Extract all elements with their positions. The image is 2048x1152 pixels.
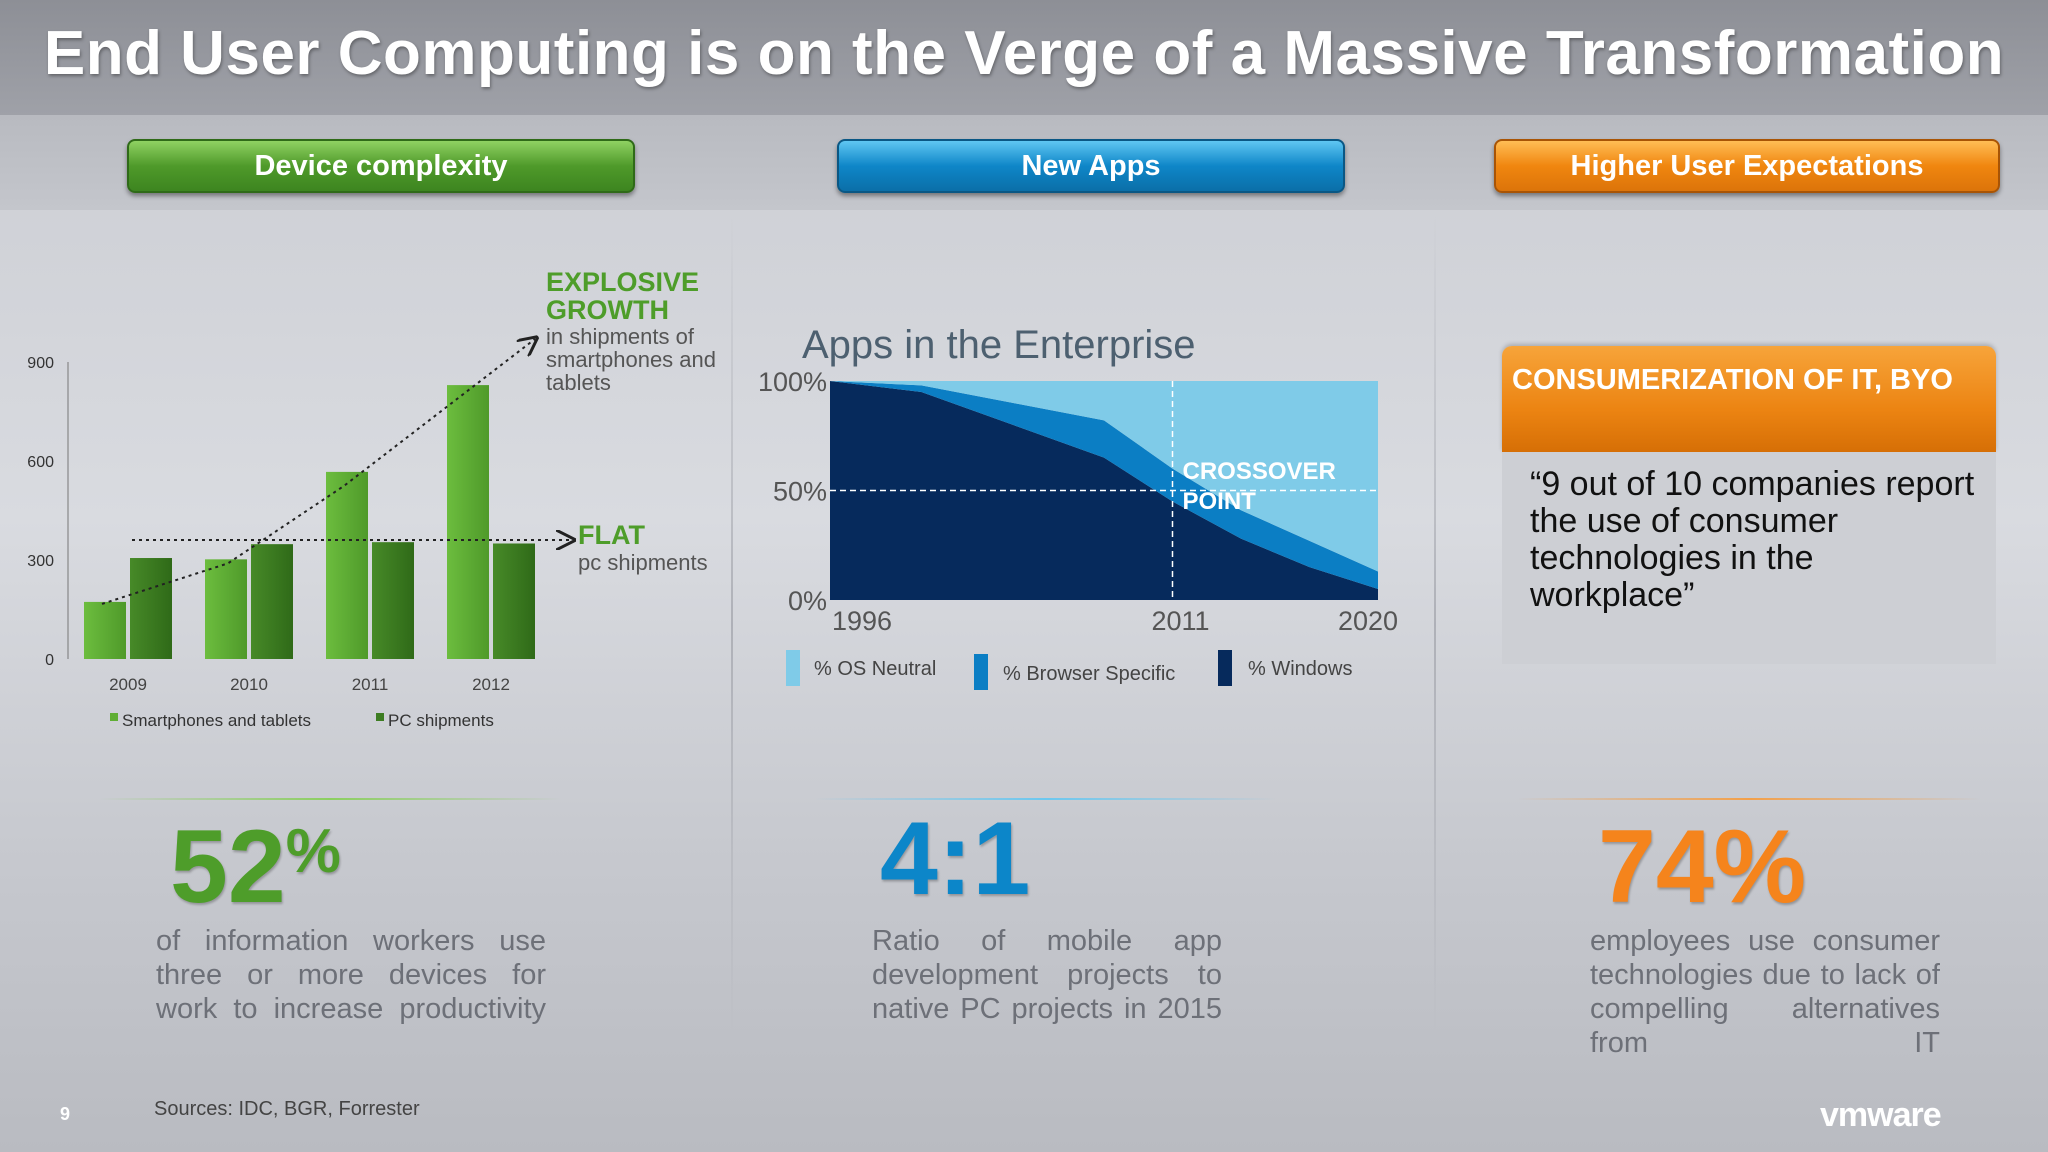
legend-label: % Browser Specific <box>1003 663 1175 685</box>
area-browser-specific <box>830 381 1378 590</box>
quote-header: CONSUMERIZATION OF IT, BYO <box>1502 346 1996 452</box>
sources-footnote: Sources: IDC, BGR, Forrester <box>154 1098 420 1120</box>
x-tick-label: 2009 <box>109 675 147 694</box>
area-os-neutral <box>830 381 1378 572</box>
legend-swatch <box>1218 650 1232 686</box>
y-tick-label: 50% <box>773 477 827 507</box>
new-apps-pill: New Apps <box>837 139 1345 193</box>
legend-label-smartphones: Smartphones and tablets <box>122 711 311 730</box>
legend-swatch <box>974 654 988 690</box>
y-tick-label: 300 <box>27 553 54 570</box>
device-stat: 52% <box>170 808 341 927</box>
column-divider <box>731 215 733 1035</box>
pc-bar <box>372 542 414 659</box>
pc-bar <box>130 558 172 659</box>
explosive-growth-heading-line2: GROWTH <box>546 295 669 325</box>
y-tick-label: 900 <box>27 355 54 372</box>
column-divider <box>1434 215 1436 1035</box>
quote-text: “9 out of 10 companies report the use of… <box>1530 465 1975 614</box>
user-stat-text: employees use consumer technologies due … <box>1590 925 1940 1059</box>
slide-title: End User Computing is on the Verge of a … <box>43 19 2005 88</box>
smartphone-bar <box>447 385 489 659</box>
apps-stat-value: 4:1 <box>880 801 1031 917</box>
orange-rule <box>1518 798 1980 800</box>
vmware-logo: vmware <box>1820 1096 1942 1134</box>
growth-trend-arrow <box>101 339 535 605</box>
crossover-label-line2: POINT <box>1183 488 1257 515</box>
legend-swatch-smartphones <box>110 713 118 721</box>
quote-box: “9 out of 10 companies report the use of… <box>1502 452 1996 664</box>
device-stat-text: of information workers use three or more… <box>156 925 546 1025</box>
smartphone-bar <box>84 601 126 659</box>
explosive-growth-text: smartphones and <box>546 347 716 372</box>
legend-swatch-pc <box>376 713 384 721</box>
x-tick-label: 2011 <box>1151 606 1209 636</box>
page-number: 9 <box>60 1104 71 1124</box>
x-tick-label: 2012 <box>472 675 510 694</box>
flat-heading: FLAT <box>578 520 645 550</box>
device-stat-value: 52 <box>170 809 286 925</box>
crossover-label-line1: CROSSOVER <box>1183 458 1336 485</box>
pc-bar <box>493 543 535 659</box>
legend-label-pc: PC shipments <box>388 711 494 730</box>
green-rule <box>100 798 560 800</box>
y-tick-label: 600 <box>27 454 54 471</box>
y-tick-label: 0 <box>45 652 54 669</box>
x-tick-label: 2020 <box>1338 606 1398 636</box>
apps-stat-text: Ratio of mobile app development projects… <box>872 925 1222 1025</box>
y-tick-label: 100% <box>758 367 827 397</box>
x-tick-label: 1996 <box>832 606 892 636</box>
x-tick-label: 2011 <box>352 675 389 694</box>
legend-swatch <box>786 650 800 686</box>
flat-text: pc shipments <box>578 550 708 575</box>
title-bar: End User Computing is on the Verge of a … <box>0 0 2048 115</box>
area-chart-title: Apps in the Enterprise <box>802 323 1196 367</box>
explosive-growth-text: in shipments of <box>546 324 695 349</box>
device-complexity-pill: Device complexity <box>127 139 635 193</box>
legend-label: % OS Neutral <box>814 658 936 680</box>
pc-bar <box>251 544 293 659</box>
smartphone-bar <box>205 559 247 659</box>
quote-heading: CONSUMERIZATION OF IT, BYO <box>1512 364 1953 396</box>
explosive-growth-heading-line1: EXPLOSIVE <box>546 267 699 297</box>
shipments-bar-chart: 0 300 600 900 2009 2010 2011 2012 EXPLOSIVEGROWT… <box>27 267 716 730</box>
explosive-growth-text: tablets <box>546 370 611 395</box>
blue-rule <box>815 798 1275 800</box>
user-stat-value: 74% <box>1598 809 1807 925</box>
higher-user-expectations-pill: Higher User Expectations <box>1494 139 2000 193</box>
apps-area-chart: Apps in the Enterprise CROSSOVER POINT 0% 50… <box>758 323 1398 690</box>
smartphone-bar <box>326 471 368 659</box>
device-stat-unit: % <box>285 817 341 886</box>
y-tick-label: 0% <box>788 586 827 616</box>
x-tick-label: 2010 <box>230 675 268 694</box>
legend-label: % Windows <box>1248 658 1352 680</box>
